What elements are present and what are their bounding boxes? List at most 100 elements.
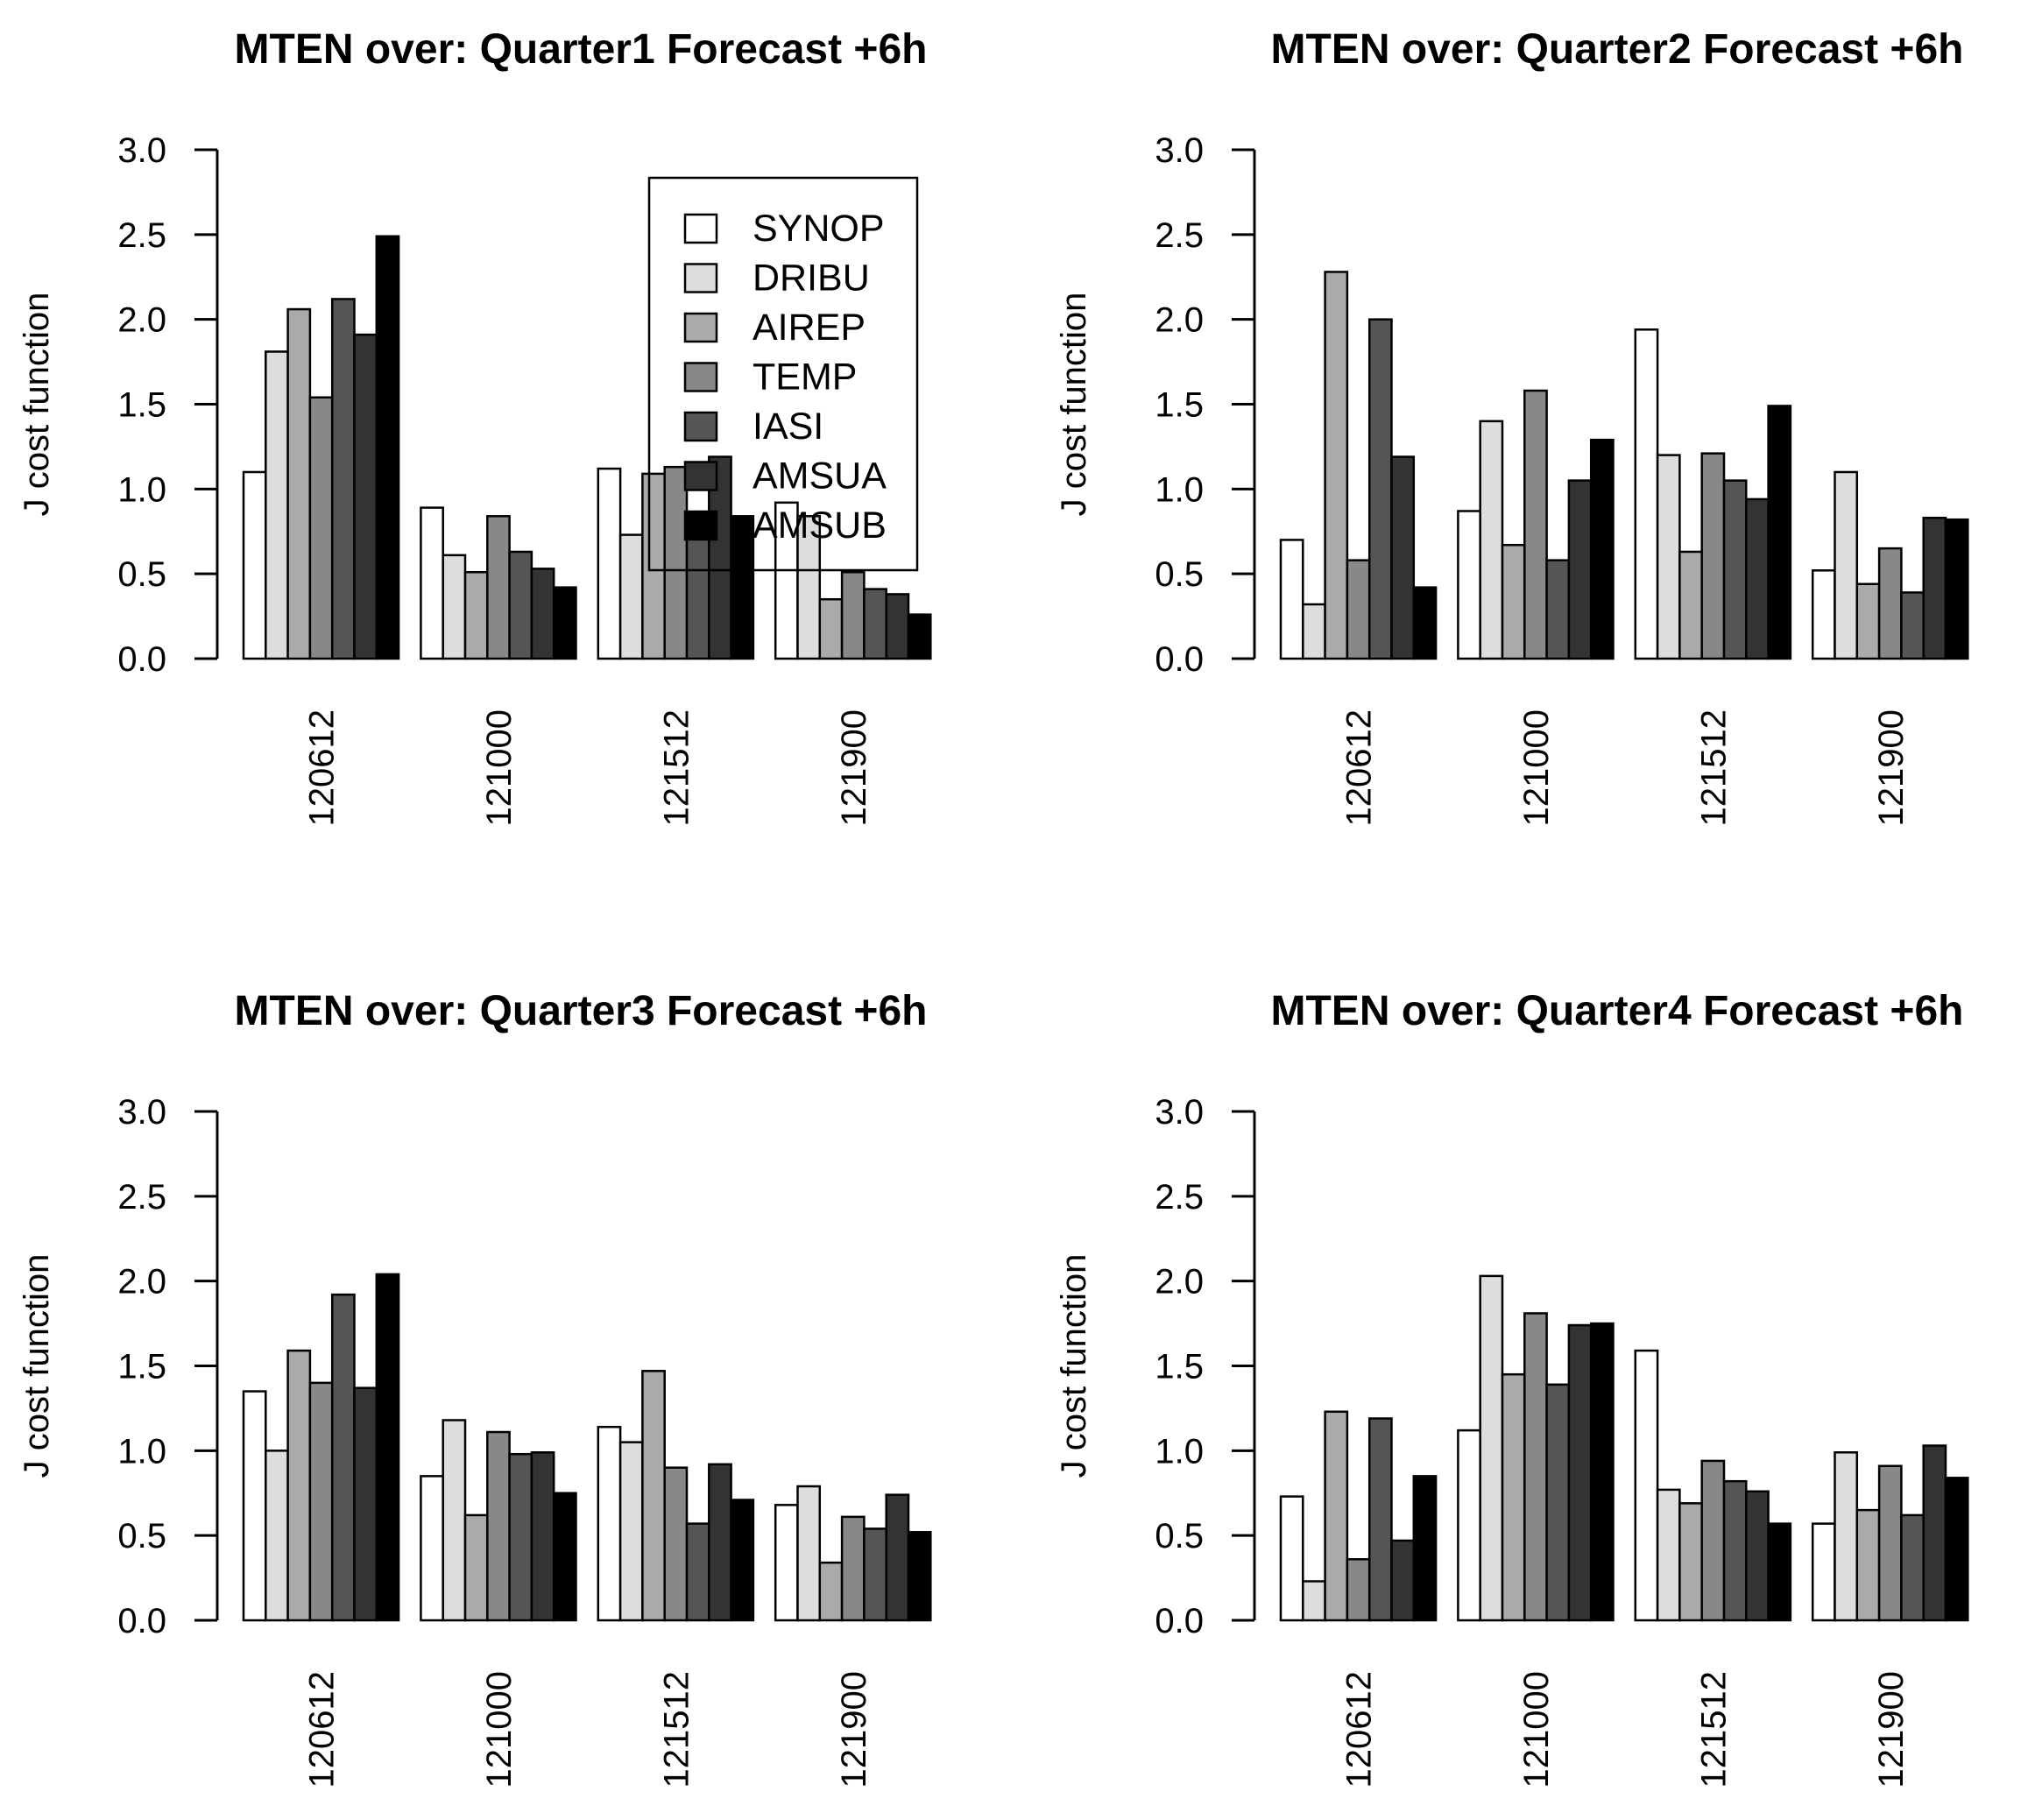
bar-temp-121000 [486,515,511,660]
bar-amsub-121900 [1944,518,1969,660]
bar-iasi-121900 [863,588,887,660]
y-tick-label: 1.0 [1155,1432,1204,1471]
bar-amsub-121512 [730,1499,755,1622]
y-tick-label: 3.0 [1155,131,1204,170]
y-tick-label: 1.5 [1155,386,1204,425]
bar-amsub-121512 [730,515,755,660]
x-tick-label: 121000 [1517,709,1556,826]
bar-temp-120612 [308,396,334,660]
bar-amsua-121900 [1922,1444,1947,1622]
bar-iasi-121900 [863,1527,887,1622]
bar-airep-121512 [641,472,666,660]
x-tick-label: 121900 [835,1671,873,1788]
bar-synop-120612 [1279,1495,1304,1622]
y-tick-label: 2.0 [1155,301,1204,340]
bar-iasi-121000 [508,550,533,660]
y-tick-label: 2.5 [117,216,166,255]
bar-dribu-121000 [442,1419,467,1622]
y-tick-label: 0.5 [1155,1517,1204,1555]
y-axis-label: J cost function [1055,1254,1093,1478]
bar-amsub-120612 [375,235,400,660]
y-tick-label: 3.0 [117,1093,166,1132]
bar-iasi-121900 [1900,591,1925,660]
legend-label-dribu: DRIBU [753,257,870,300]
y-tick-label: 3.0 [117,131,166,170]
legend-label-temp: TEMP [753,356,857,399]
y-tick-label: 1.0 [117,470,166,509]
y-axis-label: J cost function [1055,293,1093,517]
legend: SYNOP DRIBU AIREP TEMP IASI AMSUA AMSUB [647,176,919,572]
y-tick-label: 0.0 [1155,640,1204,679]
bar-temp-121512 [663,1466,689,1622]
x-tick-label: 120612 [1340,709,1379,826]
legend-swatch-synop [683,213,718,244]
bar-dribu-121512 [618,1441,644,1622]
bar-synop-121900 [774,1504,799,1622]
bar-amsua-121000 [1567,479,1593,660]
bar-amsua-121900 [885,1493,910,1622]
bar-temp-120612 [1346,1558,1371,1622]
legend-label-synop: SYNOP [753,208,885,250]
bar-synop-121000 [420,506,444,660]
bar-synop-121512 [1634,328,1659,660]
bar-iasi-121900 [1900,1513,1925,1622]
x-tick-label: 121512 [657,709,696,826]
legend-label-amsub: AMSUB [753,504,887,547]
y-tick-label: 2.0 [117,1263,166,1302]
bar-synop-120612 [242,470,267,660]
bar-dribu-120612 [265,350,289,660]
x-tick-label: 121000 [1517,1671,1556,1788]
bar-dribu-121900 [796,1485,822,1622]
bar-iasi-120612 [330,298,356,660]
legend-swatch-iasi [683,411,718,442]
bar-synop-121512 [597,1425,622,1622]
x-tick-label: 121000 [480,709,519,826]
bar-dribu-121000 [1479,420,1504,660]
bar-iasi-121512 [1722,479,1748,660]
y-tick-label: 1.0 [1155,470,1204,509]
bar-temp-121900 [840,1515,866,1622]
bar-dribu-120612 [1302,1580,1326,1622]
bar-dribu-121900 [1834,1451,1859,1622]
bar-amsua-120612 [353,1386,378,1622]
bar-airep-121900 [818,1561,844,1622]
y-tick-label: 0.5 [117,555,166,594]
x-tick-label: 121512 [657,1671,696,1788]
legend-label-iasi: IASI [753,406,823,448]
bar-synop-121900 [1811,1522,1836,1622]
bar-amsub-121000 [1589,1322,1615,1622]
bar-temp-121000 [1523,389,1548,660]
bar-airep-121000 [463,570,489,660]
x-tick-label: 121512 [1694,1671,1733,1788]
legend-label-airep: AIREP [753,307,866,349]
bar-synop-121000 [1457,510,1481,660]
bar-synop-121512 [1634,1349,1659,1622]
bar-temp-121900 [1877,547,1903,660]
bar-airep-120612 [1324,271,1349,660]
x-tick-label: 121000 [480,1671,519,1788]
bar-iasi-121512 [1722,1479,1748,1622]
legend-swatch-temp [683,362,718,392]
bar-amsub-121900 [907,613,932,660]
bar-airep-121000 [463,1513,489,1622]
y-tick-label: 2.5 [1155,216,1204,255]
bar-iasi-120612 [1367,318,1393,660]
bar-iasi-121512 [685,1522,710,1622]
y-tick-label: 3.0 [1155,1093,1204,1132]
legend-box [647,176,919,572]
legend-swatch-amsua [683,461,718,491]
bar-amsua-120612 [1390,455,1416,660]
bar-temp-121512 [663,465,689,660]
bar-airep-121512 [1678,550,1703,660]
x-tick-label: 120612 [303,709,342,826]
x-tick-label: 121512 [1694,709,1733,826]
bar-amsua-121000 [530,568,555,660]
bar-amsub-120612 [375,1273,400,1622]
panel-4: MTEN over: Quarter4 Forecast +6h 0.0 0.5 1.… [1055,988,1969,1788]
bar-amsua-121512 [1745,1490,1770,1622]
bar-synop-121512 [597,467,622,660]
y-tick-label: 2.0 [1155,1263,1204,1302]
bar-amsua-120612 [353,333,378,660]
y-tick-label: 2.0 [117,301,166,340]
bar-airep-120612 [286,1349,312,1622]
